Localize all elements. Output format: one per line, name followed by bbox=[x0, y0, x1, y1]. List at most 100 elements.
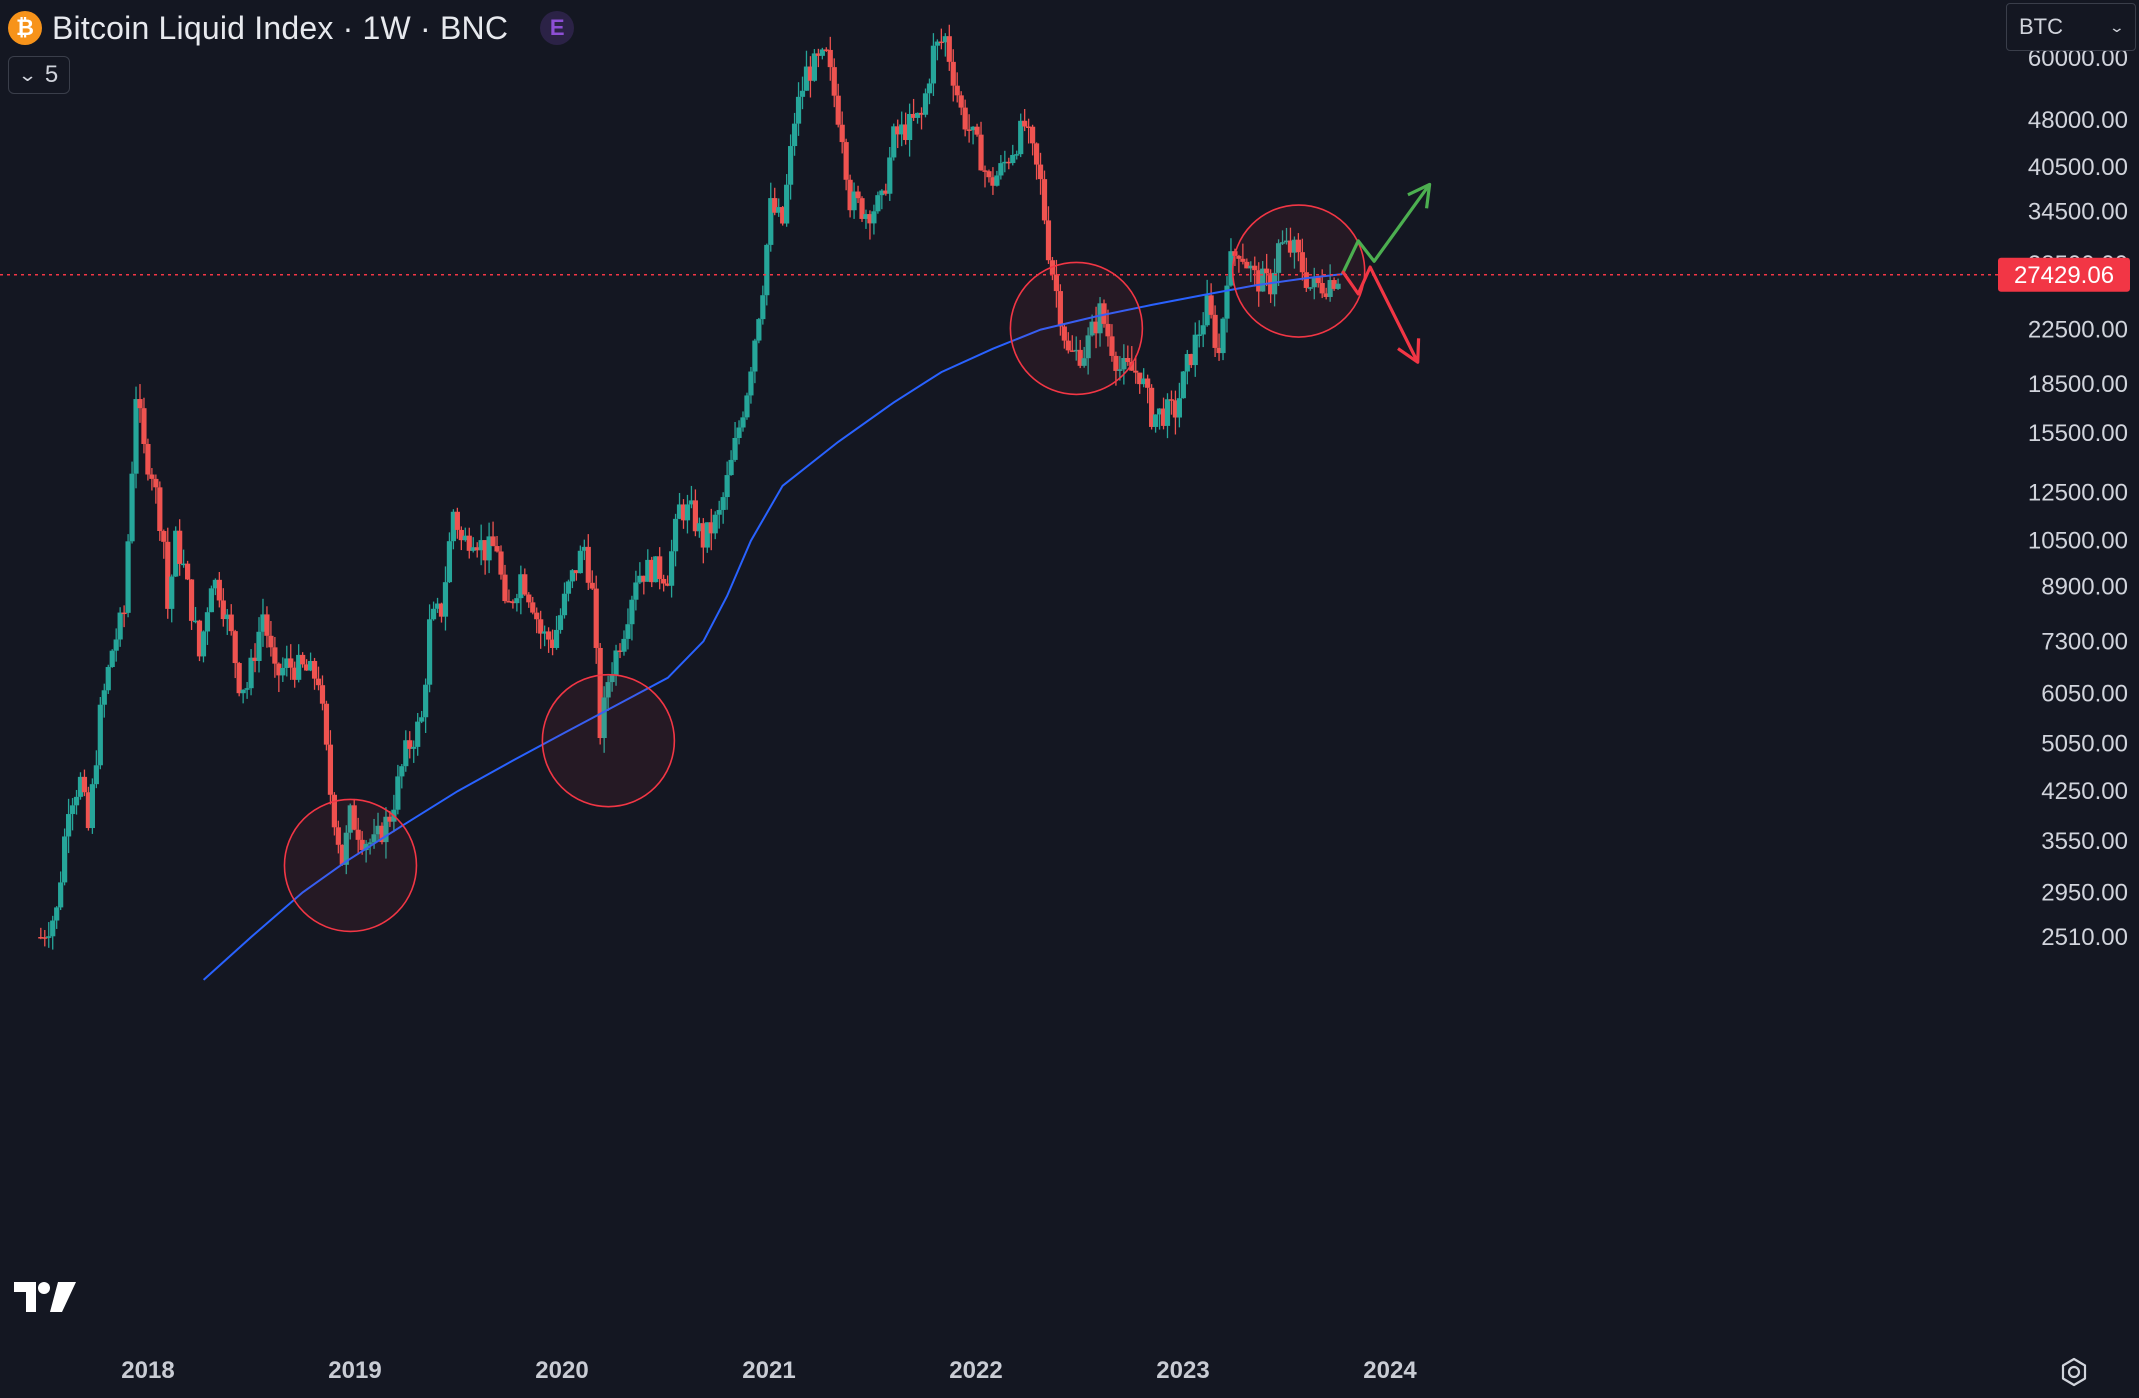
candle-body bbox=[204, 612, 211, 632]
gear-icon[interactable] bbox=[2058, 1356, 2090, 1388]
candle-body bbox=[1212, 314, 1218, 348]
candle-body bbox=[827, 49, 833, 68]
candle-body bbox=[1307, 287, 1313, 289]
highlight-circle[interactable] bbox=[1231, 204, 1366, 338]
candle-body bbox=[839, 124, 845, 143]
candle-body bbox=[903, 124, 909, 141]
candle-body bbox=[1236, 255, 1242, 259]
candle-body bbox=[1168, 399, 1175, 401]
candle-body bbox=[1319, 282, 1325, 294]
candle-body bbox=[411, 746, 417, 749]
candle-body bbox=[700, 523, 706, 548]
candle-body bbox=[319, 685, 326, 704]
candle-body bbox=[1335, 283, 1341, 289]
candle-body bbox=[728, 459, 734, 476]
candle-body bbox=[1224, 285, 1230, 319]
candle-body bbox=[526, 594, 532, 603]
candle-body bbox=[454, 511, 460, 530]
candle-body bbox=[1204, 295, 1210, 326]
time-tick-label: 2020 bbox=[535, 1357, 588, 1384]
candle-body bbox=[859, 198, 865, 219]
candle-body bbox=[260, 614, 266, 632]
bullish-arrow[interactable] bbox=[1340, 183, 1431, 275]
price-tick-label: 7300.00 bbox=[2041, 628, 2128, 655]
candle-body bbox=[1006, 161, 1012, 164]
bearish-arrow[interactable] bbox=[1341, 265, 1420, 363]
candle-body bbox=[1101, 303, 1107, 324]
candle-body bbox=[617, 650, 623, 652]
candle-body bbox=[177, 530, 183, 564]
candle-body bbox=[224, 614, 230, 620]
price-tick-label: 34500.00 bbox=[2028, 198, 2128, 225]
candle-body bbox=[157, 487, 163, 532]
highlight-circle[interactable] bbox=[541, 673, 676, 808]
candle-body bbox=[744, 395, 750, 418]
candle-body bbox=[216, 579, 222, 601]
candle-body bbox=[296, 654, 302, 680]
candle-body bbox=[994, 175, 1000, 186]
candle-body bbox=[1172, 400, 1179, 418]
candle-body bbox=[990, 177, 996, 186]
candle-body bbox=[307, 660, 314, 671]
highlight-circle[interactable] bbox=[283, 798, 418, 933]
candle-body bbox=[1303, 272, 1309, 288]
candle-body bbox=[93, 765, 99, 785]
candle-body bbox=[1244, 261, 1250, 269]
candle-body bbox=[1089, 321, 1095, 336]
candle-body bbox=[1188, 354, 1194, 366]
candle-body bbox=[161, 531, 167, 542]
candle-body bbox=[589, 582, 595, 589]
candle-body bbox=[494, 546, 500, 552]
candle-body bbox=[1022, 120, 1028, 127]
candle-body bbox=[966, 129, 972, 131]
candle-body bbox=[716, 509, 722, 515]
exchange-badge[interactable]: E bbox=[540, 11, 575, 45]
candle-body bbox=[1033, 143, 1040, 165]
candle-body bbox=[982, 170, 988, 172]
candle-body bbox=[891, 126, 897, 158]
tradingview-logo-icon[interactable] bbox=[12, 1280, 78, 1314]
candle-body bbox=[300, 654, 306, 665]
candle-body bbox=[1200, 325, 1206, 335]
indicators-collapse-button[interactable]: ⌄ 5 bbox=[8, 56, 70, 94]
highlight-circle[interactable] bbox=[1009, 261, 1144, 396]
candle-body bbox=[557, 615, 564, 630]
candle-body bbox=[65, 814, 72, 837]
price-tick-label: 18500.00 bbox=[2028, 371, 2128, 398]
currency-selector[interactable]: BTC ⌄ bbox=[2006, 3, 2136, 51]
candle-body bbox=[1109, 336, 1115, 356]
candle-body bbox=[1315, 277, 1321, 283]
candle-body bbox=[510, 601, 516, 604]
candle-body bbox=[1216, 347, 1222, 354]
candle-body bbox=[1002, 161, 1008, 164]
candle-body bbox=[569, 570, 576, 582]
price-tick-label: 12500.00 bbox=[2028, 479, 2128, 506]
candle-body bbox=[986, 171, 992, 178]
candle-body bbox=[581, 546, 587, 551]
candle-body bbox=[1176, 398, 1182, 418]
candle-body bbox=[819, 49, 825, 56]
symbol-title[interactable]: Bitcoin Liquid Index · 1W · BNC bbox=[52, 9, 509, 46]
candle-body bbox=[339, 844, 345, 865]
candle-body bbox=[1137, 372, 1143, 385]
candle-body bbox=[914, 112, 921, 118]
candle-body bbox=[680, 504, 687, 521]
candle-body bbox=[1030, 126, 1036, 144]
candle-body bbox=[696, 523, 702, 532]
price-tick-label: 40500.00 bbox=[2028, 154, 2128, 181]
candle-body bbox=[530, 602, 536, 613]
time-axis[interactable]: 2018 2019 2020 2021 2022 2023 2024 bbox=[121, 1357, 1417, 1384]
candle-body bbox=[343, 832, 349, 865]
candle-body bbox=[347, 805, 353, 833]
candle-body bbox=[486, 536, 492, 561]
candle-body bbox=[192, 620, 199, 623]
chevron-down-icon: ⌄ bbox=[2108, 18, 2126, 35]
candle-body bbox=[665, 583, 671, 586]
candle-body bbox=[1291, 239, 1298, 253]
candle-body bbox=[133, 399, 139, 474]
candle-body bbox=[292, 667, 298, 680]
drawings[interactable] bbox=[283, 182, 1432, 933]
candle-body bbox=[910, 113, 917, 118]
arrowhead bbox=[1397, 338, 1421, 364]
